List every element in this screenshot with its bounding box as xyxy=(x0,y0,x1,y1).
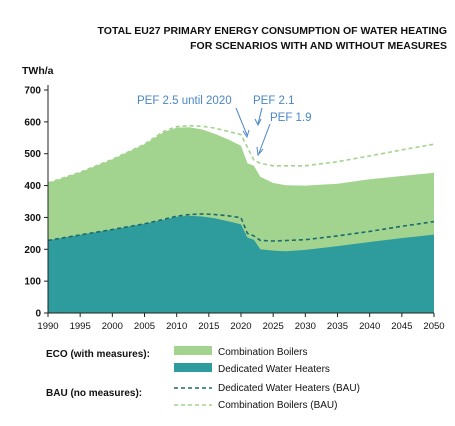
line-combination-boilers-bau xyxy=(47,124,435,184)
legend: ECO (with measures): BAU (no measures): Co… xyxy=(46,346,360,411)
annotation-pef-2-5: PEF 2.5 until 2020 xyxy=(137,95,232,107)
y-tick-label: 400 xyxy=(24,181,41,192)
y-tick-label: 600 xyxy=(24,117,41,128)
annotations: PEF 2.5 until 2020 PEF 2.1 PEF 1.9 xyxy=(137,95,312,157)
annotation-arrowhead-pef-1-9 xyxy=(256,146,264,157)
x-tick-label: 2015 xyxy=(198,321,219,332)
x-tick-label: 2045 xyxy=(391,321,412,332)
legend-swatch-dedicated-water-heaters xyxy=(174,363,212,372)
chart-title-line-1: TOTAL EU27 PRIMARY ENERGY CONSUMPTION OF… xyxy=(98,25,447,37)
y-tick-label: 700 xyxy=(24,86,41,97)
legend-label-dedicated-water-heaters-bau: Dedicated Water Heaters (BAU) xyxy=(218,383,360,394)
legend-label-combination-boilers-bau: Combination Boilers (BAU) xyxy=(218,400,338,411)
plot-areas xyxy=(48,127,434,313)
annotation-pef-1-9: PEF 1.9 xyxy=(270,112,312,124)
x-tick-label: 2000 xyxy=(102,321,123,332)
area-dedicated-water-heaters xyxy=(48,215,434,313)
x-tick-label: 2030 xyxy=(295,321,316,332)
y-tick-label: 100 xyxy=(24,277,41,288)
x-tick-label: 2020 xyxy=(230,321,251,332)
y-tick-label: 0 xyxy=(35,309,41,320)
axes: 0 100 200 300 400 500 600 700 1990 1995 2000 2005 20… xyxy=(24,85,445,332)
x-tick-label: 2010 xyxy=(166,321,187,332)
x-tick-label: 2005 xyxy=(134,321,155,332)
y-tick-label: 500 xyxy=(24,149,41,160)
legend-group-eco: ECO (with measures): xyxy=(46,349,150,360)
annotation-arrow-pef-1-9 xyxy=(258,123,271,154)
x-tick-label: 2035 xyxy=(327,321,348,332)
annotation-arrowhead-pef-2-5 xyxy=(242,129,250,139)
annotation-arrow-pef-2-1 xyxy=(257,107,263,125)
line-dedicated-water-heaters-bau xyxy=(47,213,435,242)
chart-title-line-2: FOR SCENARIOS WITH AND WITHOUT MEASURES xyxy=(190,40,447,52)
x-tick-label: 2040 xyxy=(359,321,380,332)
y-axis-unit: TWh/a xyxy=(22,65,54,77)
legend-swatch-combination-boilers xyxy=(174,346,212,355)
annotation-pef-2-1: PEF 2.1 xyxy=(253,95,295,107)
x-tick-label: 1990 xyxy=(37,321,58,332)
x-tick-label: 2025 xyxy=(263,321,284,332)
legend-label-dedicated-water-heaters: Dedicated Water Heaters xyxy=(218,364,330,375)
x-tick-label: 1995 xyxy=(70,321,91,332)
legend-group-bau: BAU (no measures): xyxy=(46,388,142,399)
plot-lines xyxy=(47,124,435,242)
y-tick-label: 200 xyxy=(24,245,41,256)
annotation-arrow-pef-2-5 xyxy=(235,107,248,136)
annotation-arrowhead-pef-2-1 xyxy=(254,118,262,127)
x-tick-label: 2050 xyxy=(423,321,444,332)
legend-label-combination-boilers: Combination Boilers xyxy=(218,347,308,358)
y-tick-label: 300 xyxy=(24,213,41,224)
